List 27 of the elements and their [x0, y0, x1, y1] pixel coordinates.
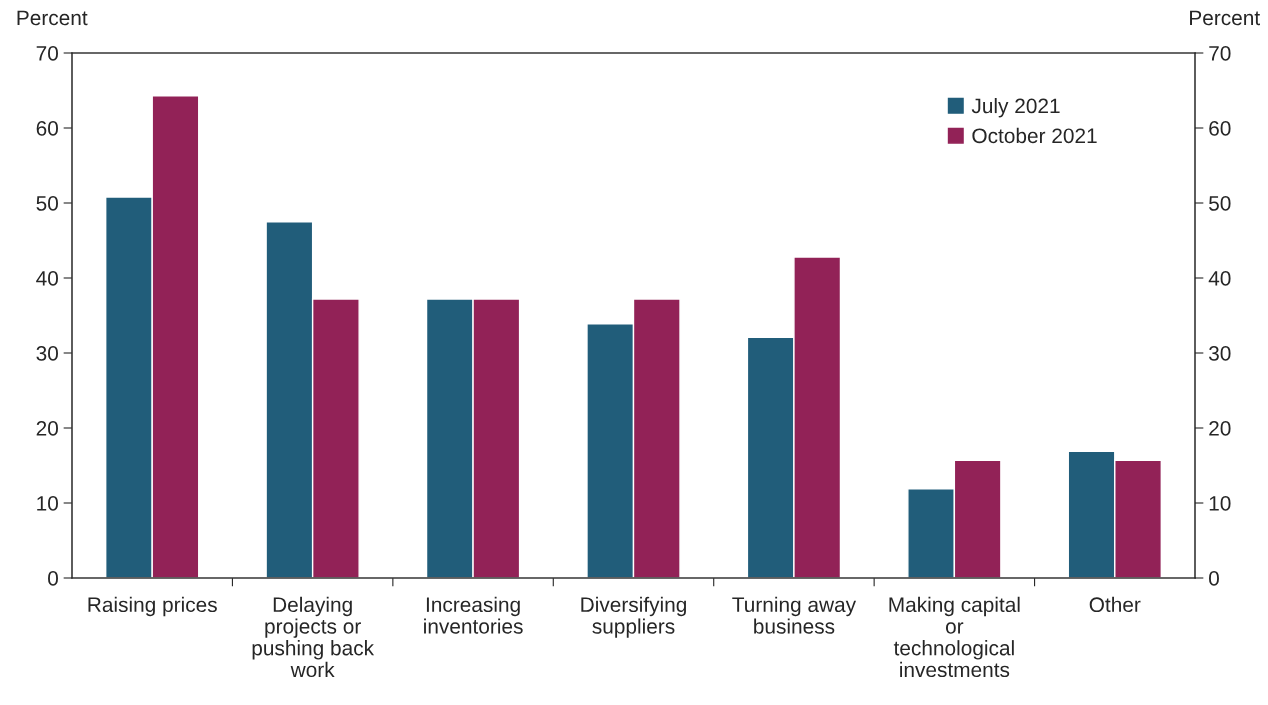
y2-tick-label: 0 [1209, 571, 1219, 586]
x-tick-label: Turning away business [732, 596, 857, 634]
y2-tick-label: 60 [1209, 121, 1231, 136]
y-tick-label: 40 [36, 271, 58, 286]
y2-tick-label: 70 [1209, 46, 1231, 61]
y-tick-label: 60 [36, 121, 58, 136]
y2-tick-label: 40 [1208, 271, 1231, 286]
y2-tick-label: 30 [1208, 346, 1231, 361]
x-tick-label: Increasing inventories [424, 596, 523, 634]
x-tick-label: Raising prices [88, 596, 217, 617]
y-tick-label: 0 [48, 571, 58, 586]
y-tick-label: 50 [36, 196, 58, 211]
y2-tick-label: 50 [1209, 196, 1231, 211]
y2-tick-label: 10 [1209, 496, 1231, 511]
y2-axis-title: Percent [1190, 10, 1260, 26]
x-tick-label: Other [1089, 596, 1141, 613]
y-tick-label: 20 [36, 421, 58, 436]
y2-tick-label: 20 [1209, 421, 1231, 436]
x-tick-label: Diversifying suppliers [581, 596, 686, 638]
x-tick-label: Making capital or technological investments [889, 596, 1020, 678]
y-tick-label: 30 [36, 346, 58, 361]
legend-label: October 2021 [972, 127, 1097, 144]
legend-label: July 2021 [971, 98, 1060, 118]
y-axis-title: Percent [17, 10, 88, 26]
y-tick-label: 70 [36, 46, 58, 61]
y-tick-label: 10 [37, 496, 58, 511]
x-tick-label: Delaying projects or pushing back work [252, 596, 375, 678]
